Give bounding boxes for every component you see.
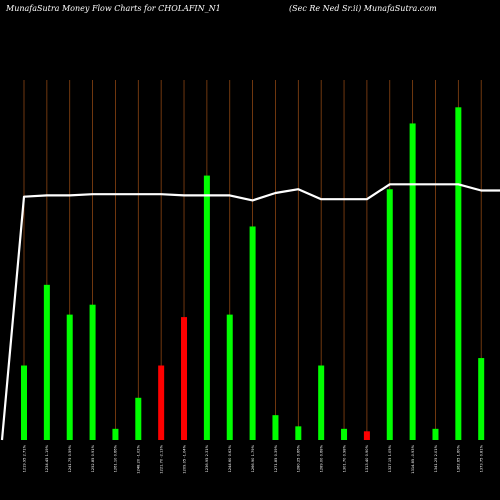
x-tick-label: 1327.15 1.05% — [388, 444, 392, 472]
x-tick-label: 1209.05 -1.04% — [182, 444, 186, 473]
x-tick-label: 1234.45 1.19% — [45, 444, 49, 472]
x-tick-label: 1244.60 0.62% — [228, 444, 232, 472]
x-tick-label: 1271.85 0.39% — [274, 444, 278, 472]
x-tick-label: 1219.95 2.71% — [22, 444, 26, 472]
x-tick-label: 1236.95 2.31% — [205, 444, 209, 472]
x-tick-label: 1266.90 1.79% — [251, 444, 255, 472]
bar — [158, 365, 165, 440]
bar — [181, 317, 188, 440]
x-tick-label: 1313.40 0.90% — [365, 444, 369, 472]
x-tick-label: 1314.85 -0.93% — [411, 444, 415, 473]
x-tick-label: 1373.75 0.81% — [480, 444, 484, 472]
chart-title: MunafaSutra Money Flow Charts for CHOLAF… — [6, 4, 221, 13]
bar — [478, 358, 485, 440]
bar — [66, 314, 73, 440]
bar — [363, 431, 370, 440]
x-tick-label: 1252.85 0.91% — [91, 444, 95, 472]
bars — [21, 107, 485, 440]
bar — [112, 428, 119, 440]
x-tick-label: 1301.70 0.98% — [342, 444, 346, 472]
bar — [249, 226, 256, 440]
bar — [226, 314, 233, 440]
x-tick-label: 1221.70 -2.13% — [159, 444, 163, 473]
site-credit: (Sec Re Ned Sr.ii) MunafaSutra.com — [289, 4, 437, 13]
bar — [43, 284, 50, 440]
bar — [318, 365, 325, 440]
x-tick-label: 1362.65 1.60% — [457, 444, 461, 472]
bar — [21, 365, 27, 440]
bar — [386, 189, 393, 440]
x-tick-label: 1261.10 0.66% — [114, 444, 118, 472]
x-tick-label: 1241.75 0.59% — [68, 444, 72, 472]
bar — [409, 123, 416, 440]
bar — [135, 397, 142, 440]
flow-line — [0, 183, 500, 441]
bar — [295, 426, 302, 440]
flow-line-group — [0, 183, 500, 441]
x-tick-labels: 1219.95 2.71% 1234.45 1.19% 1241.75 0.59% 1… — [22, 444, 484, 473]
x-tick-label: 1280.25 0.66% — [297, 444, 301, 472]
bar — [203, 175, 210, 440]
bar — [272, 415, 279, 440]
bar — [455, 107, 462, 440]
bar — [432, 428, 439, 440]
bar — [341, 428, 348, 440]
bar — [89, 304, 96, 440]
x-tick-label: 1248.20 -1.02% — [137, 444, 141, 473]
x-tick-label: 1289.00 0.68% — [319, 444, 323, 472]
x-tick-label: 1341.25 2.01% — [434, 444, 438, 472]
